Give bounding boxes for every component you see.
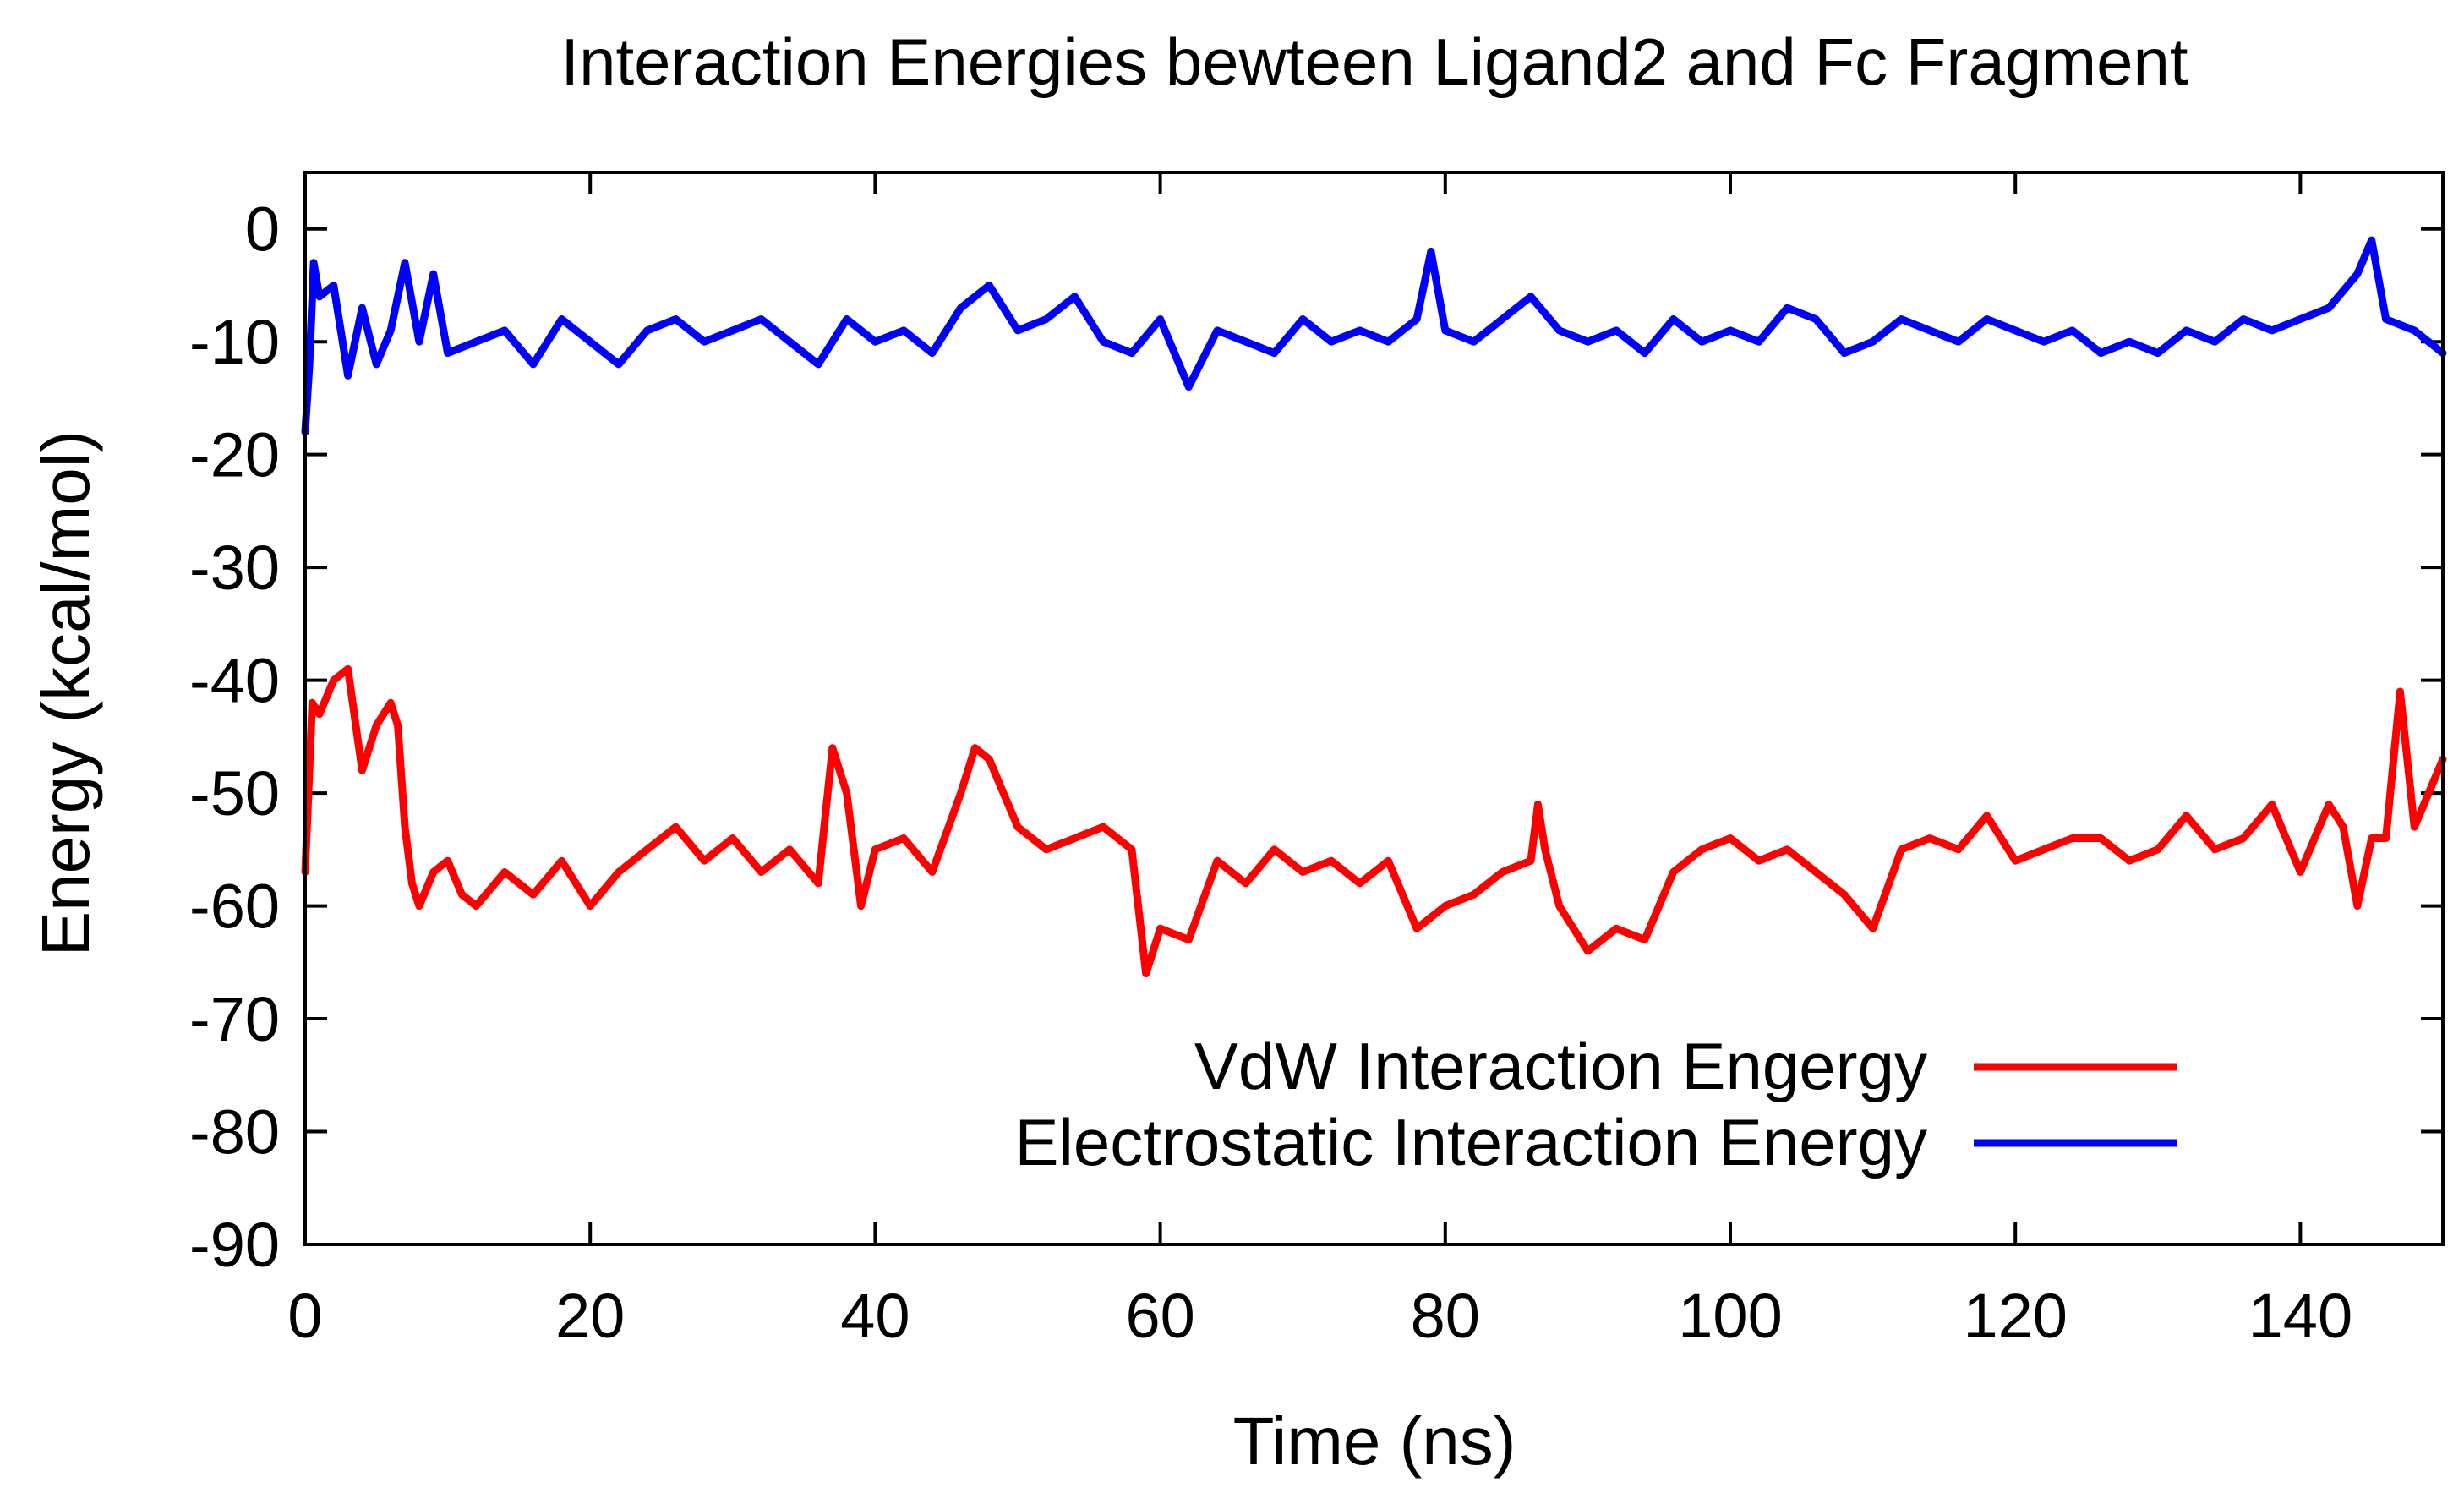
y-tick-label: -30 xyxy=(189,533,280,603)
y-tick-label: -20 xyxy=(189,420,280,490)
y-tick-label: 0 xyxy=(245,194,280,265)
plot-frame xyxy=(303,171,2445,1246)
x-tick-label: 0 xyxy=(287,1281,322,1351)
x-axis-ticks: 0 20 40 60 80 100 120 140 xyxy=(287,172,2352,1351)
y-tick-label: -10 xyxy=(189,307,280,377)
series-layer xyxy=(301,236,2447,978)
y-axis-label: Energy (kcal/mol) xyxy=(28,430,103,956)
x-tick-label: 140 xyxy=(2248,1281,2352,1351)
y-tick-label: -50 xyxy=(189,758,280,829)
x-tick-label: 120 xyxy=(1963,1281,2067,1351)
legend-label: Electrostatic Interaction Energy xyxy=(1014,1105,1927,1179)
y-tick-label: -80 xyxy=(189,1097,280,1168)
x-tick-label: 60 xyxy=(1125,1281,1194,1351)
x-tick-label: 40 xyxy=(840,1281,910,1351)
x-tick-label: 20 xyxy=(555,1281,625,1351)
series-line-vdw xyxy=(301,664,2447,978)
chart-title: Interaction Energies bewteen Ligand2 and… xyxy=(560,25,2188,99)
x-tick-label: 100 xyxy=(1678,1281,1782,1351)
x-axis-label: Time (ns) xyxy=(1233,1403,1516,1479)
series-line-electrostatic xyxy=(301,236,2447,436)
x-tick-label: 80 xyxy=(1411,1281,1480,1351)
y-axis-ticks: 0 -10 -20 -30 -40 -50 -60 -70 -80 -90 xyxy=(189,194,2443,1280)
legend-label: VdW Interaction Engergy xyxy=(1194,1029,1927,1103)
y-tick-label: -70 xyxy=(189,984,280,1054)
y-tick-label: -90 xyxy=(189,1210,280,1280)
y-tick-label: -60 xyxy=(189,872,280,942)
y-tick-label: -40 xyxy=(189,646,280,716)
